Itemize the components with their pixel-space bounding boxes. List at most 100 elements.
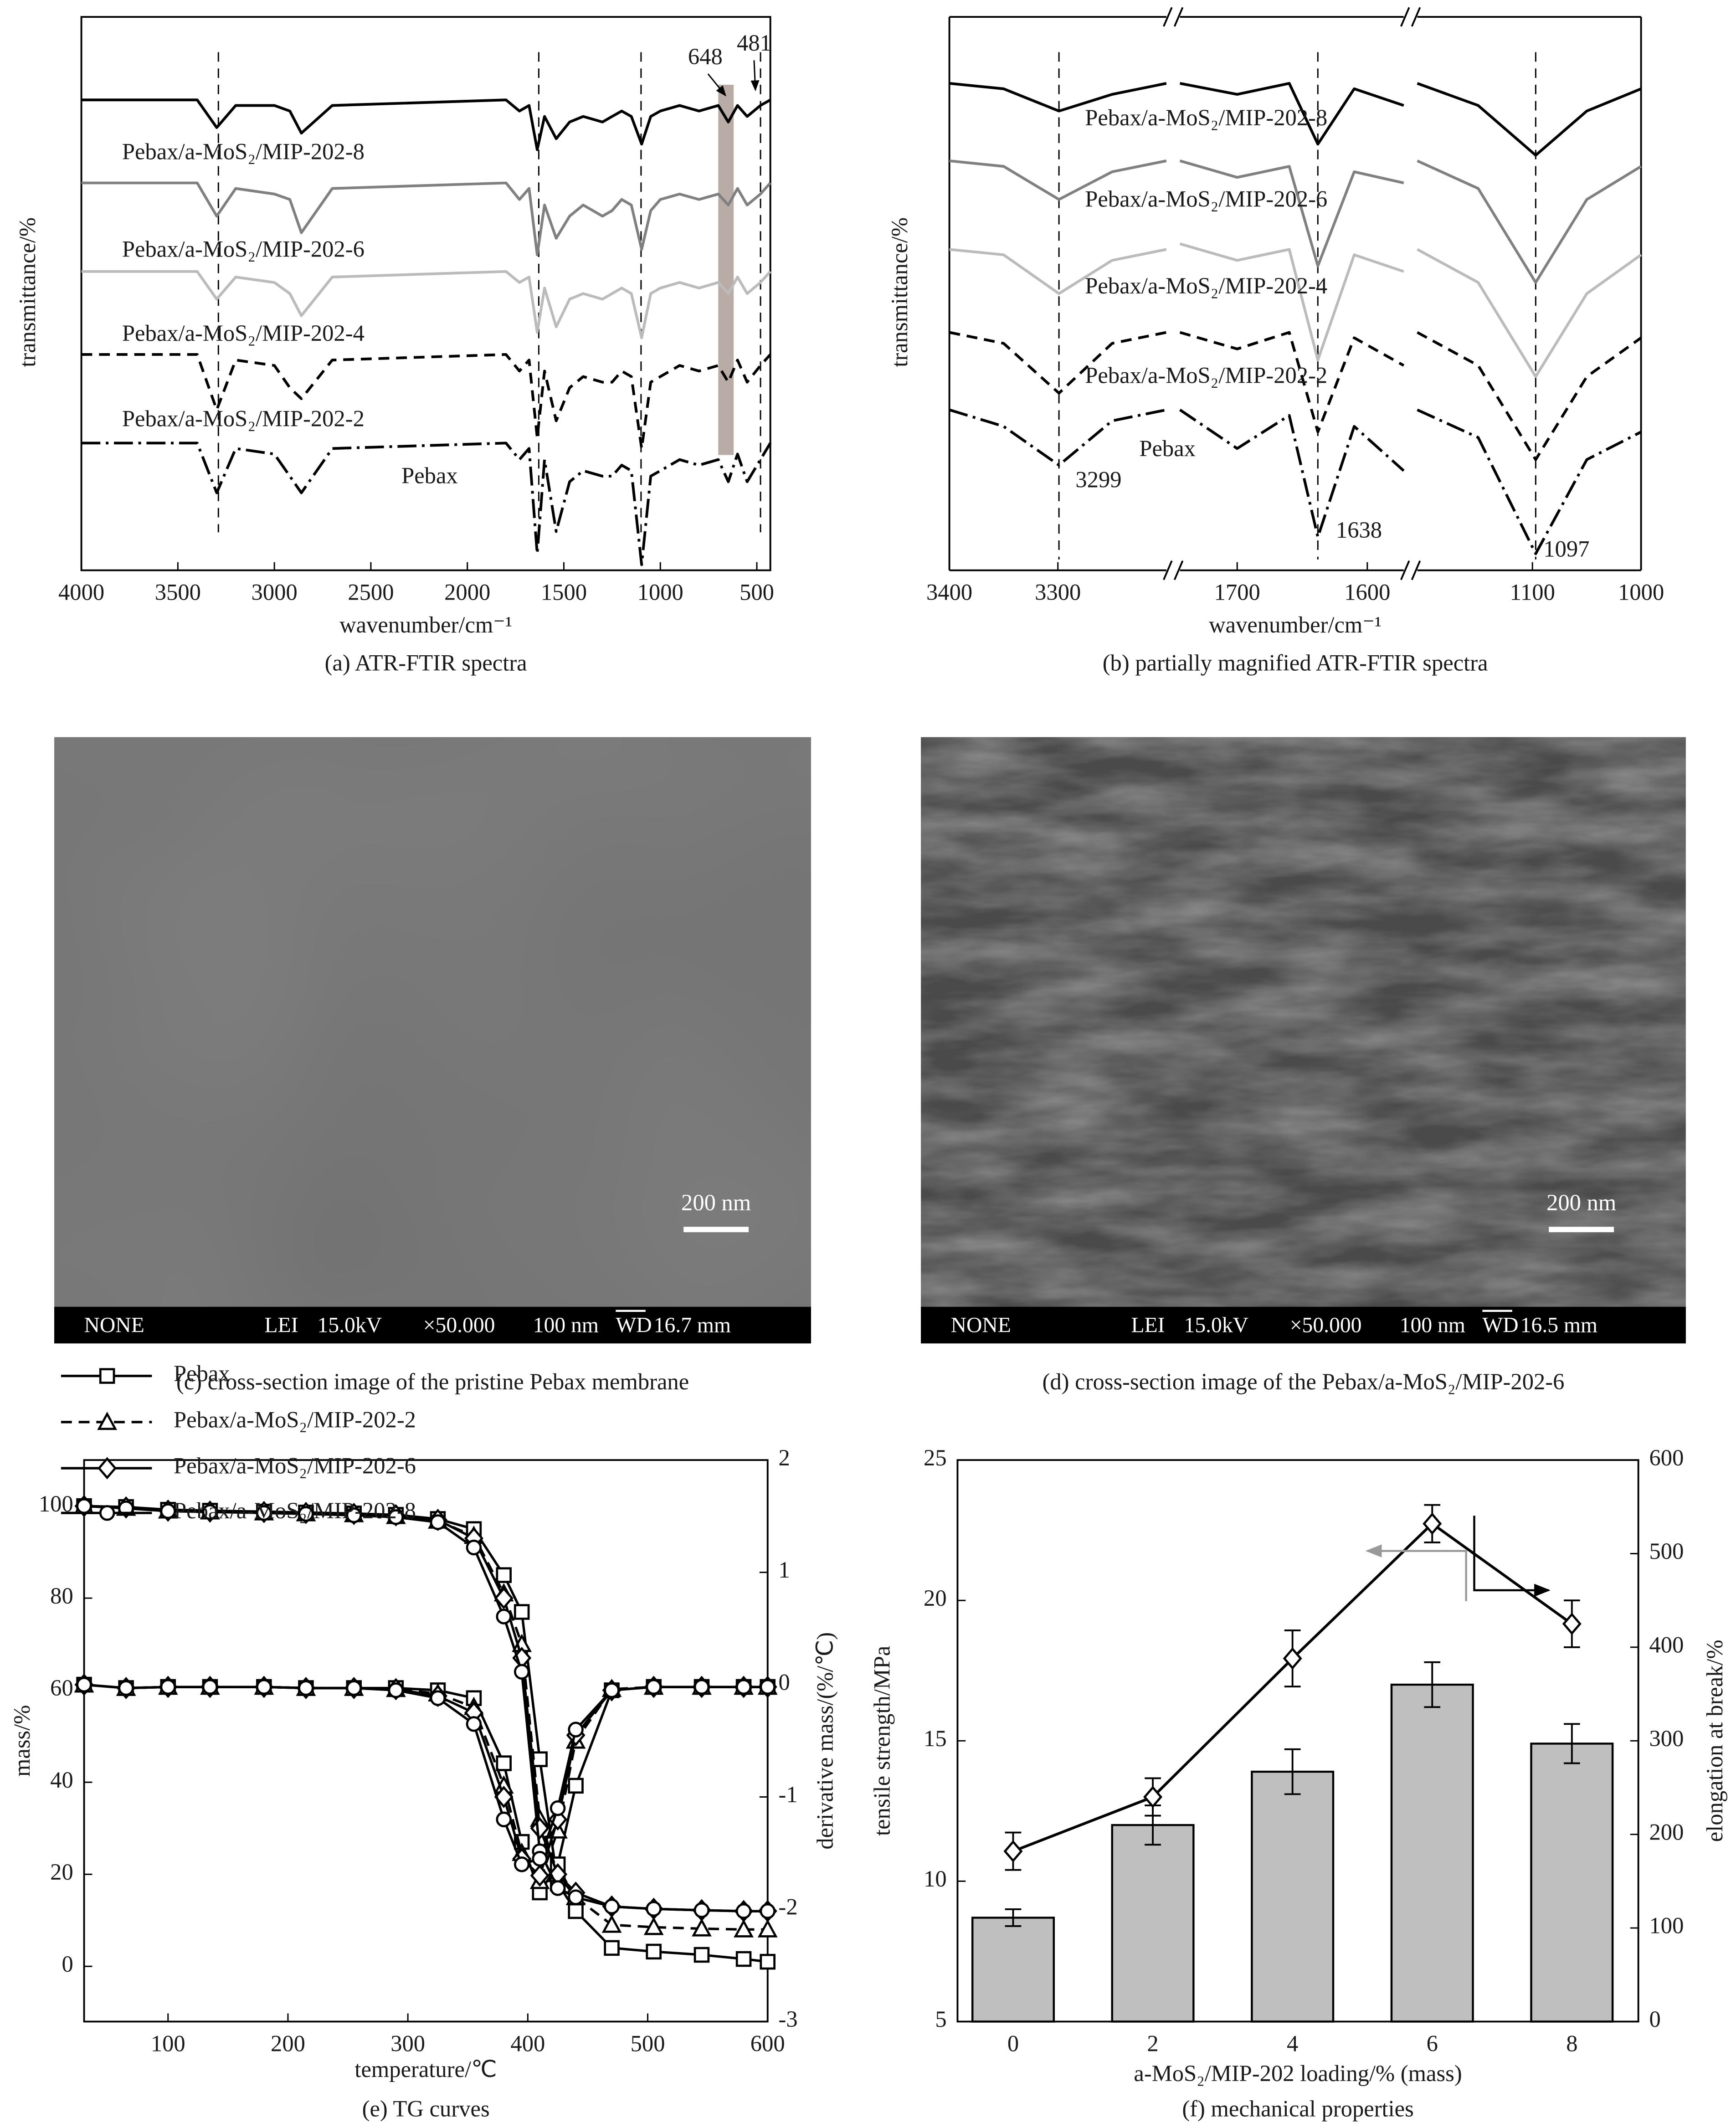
series-label: Pebax/a-MoS₂/MIP-202-8 xyxy=(122,139,365,164)
sem-texture xyxy=(921,737,1686,1307)
y-tick-label: 60 xyxy=(50,1675,73,1701)
series-label: Pebax xyxy=(1139,436,1196,461)
marker-square xyxy=(760,1953,776,1970)
spectrum-line xyxy=(81,442,772,566)
axis-break xyxy=(1400,7,1421,27)
series-label: Pebax/a-MoS₂/MIP-202-6 xyxy=(1085,186,1327,212)
x-tick-label: 3300 xyxy=(1035,580,1081,605)
marker-circle xyxy=(646,1679,662,1695)
marker-circle xyxy=(568,1889,584,1905)
marker-circle xyxy=(256,1505,272,1521)
axis-arrow xyxy=(1473,1516,1551,1597)
info-text: 100 nm xyxy=(1400,1313,1465,1337)
x-tick-label: 8 xyxy=(1566,2031,1577,2056)
marker-circle xyxy=(466,1539,482,1556)
series-label: Pebax/a-MoS₂/MIP-202-2 xyxy=(1085,362,1327,388)
x-tick-label: 1700 xyxy=(1214,580,1260,605)
marker-diamond xyxy=(1283,1647,1302,1670)
marker-circle xyxy=(568,1722,584,1737)
y2-axis-label: elongation at break/% xyxy=(1702,1640,1727,1842)
y2-tick-label: 500 xyxy=(1649,1538,1684,1564)
series-label: Pebax/a-MoS₂/MIP-202-4 xyxy=(1085,273,1327,298)
x-tick-label: 200 xyxy=(271,2031,305,2056)
marker-circle xyxy=(514,1856,530,1872)
marker-square xyxy=(604,1940,620,1956)
y-tick-label: 20 xyxy=(50,1859,73,1885)
x-axis-label: a-MoS₂/MIP-202 loading/% (mass) xyxy=(1134,2061,1462,2086)
marker-triangle xyxy=(692,1918,712,1937)
marker-triangle xyxy=(643,1917,664,1935)
y-tick-label: 10 xyxy=(924,1866,947,1892)
marker-circle xyxy=(202,1679,218,1695)
info-text: WD xyxy=(616,1313,652,1337)
spectrum-line xyxy=(81,98,771,151)
mass-line xyxy=(84,1505,768,1931)
y-tick-label: 80 xyxy=(50,1583,73,1609)
marker-circle xyxy=(346,1680,362,1696)
y-tick-label: 5 xyxy=(935,2006,946,2032)
y-axis-label: mass/% xyxy=(9,1705,35,1777)
marker-circle xyxy=(298,1680,314,1696)
x-tick-label: 300 xyxy=(390,2031,425,2056)
marker-circle xyxy=(256,1679,272,1695)
legend-marker xyxy=(99,1505,115,1521)
marker-circle xyxy=(388,1509,404,1525)
marker-square xyxy=(693,1947,710,1963)
marker-circle xyxy=(298,1506,314,1522)
bar xyxy=(1530,1742,1614,2023)
marker-diamond xyxy=(1003,1840,1023,1863)
plot-frame xyxy=(80,16,771,571)
y2-tick-label: 600 xyxy=(1649,1445,1684,1470)
spectrum-line xyxy=(949,159,1642,284)
y2-tick-label: 2 xyxy=(779,1445,790,1470)
marker-diamond xyxy=(1423,1512,1442,1535)
y2-tick-label: -1 xyxy=(779,1782,798,1807)
highlight-band xyxy=(718,84,734,455)
scale-bar-label: 200 nm xyxy=(1546,1190,1616,1215)
axis-break xyxy=(1400,560,1421,581)
legend-marker xyxy=(99,1368,115,1384)
info-text: 100 nm xyxy=(533,1313,599,1337)
error-bar xyxy=(1563,1723,1580,1764)
info-text: 15.0kV xyxy=(1184,1313,1249,1337)
axis-arrow xyxy=(1365,1544,1467,1601)
annotation: 1638 xyxy=(1336,517,1382,543)
x-axis-label: wavenumber/cm⁻¹ xyxy=(1209,612,1382,637)
axis-break xyxy=(1163,7,1184,27)
series-label: Pebax xyxy=(401,463,458,488)
marker-circle xyxy=(693,1679,710,1695)
marker-circle xyxy=(430,1690,446,1706)
sem-texture xyxy=(54,737,811,1307)
x-tick-label: 1600 xyxy=(1344,580,1390,605)
marker-circle xyxy=(693,1902,710,1918)
y2-tick-label: 0 xyxy=(1649,2006,1661,2032)
info-text: LEI xyxy=(264,1313,298,1337)
y-tick-label: 0 xyxy=(62,1951,73,1977)
info-text: 16.7 mm xyxy=(654,1313,731,1337)
x-tick-label: 500 xyxy=(631,2031,665,2056)
axis-break xyxy=(1163,560,1184,581)
marker-diamond xyxy=(530,1864,550,1887)
series-label: Pebax/a-MoS₂/MIP-202-2 xyxy=(122,406,365,432)
x-tick-label: 4000 xyxy=(58,580,104,605)
marker-circle xyxy=(760,1903,776,1919)
caption: (c) cross-section image of the pristine … xyxy=(176,1369,689,1394)
x-tick-label: 3000 xyxy=(252,580,298,605)
marker-diamond xyxy=(530,1817,550,1840)
marker-circle xyxy=(550,1880,566,1896)
spectrum-line xyxy=(81,270,771,339)
x-axis-label: temperature/℃ xyxy=(354,2056,497,2082)
y2-tick-label: -2 xyxy=(779,1894,798,1920)
info-text: LEI xyxy=(1131,1313,1165,1337)
marker-circle xyxy=(466,1716,482,1732)
y2-tick-label: 0 xyxy=(779,1670,790,1695)
info-text: 16.5 mm xyxy=(1520,1313,1597,1337)
y2-tick-label: -3 xyxy=(779,2006,798,2032)
marker-diamond xyxy=(494,1587,514,1609)
y-axis-label: transmittance/% xyxy=(15,217,40,367)
marker-circle xyxy=(646,1901,662,1917)
info-bar xyxy=(54,1306,811,1344)
y2-tick-label: 300 xyxy=(1649,1726,1684,1751)
annotation-arrow xyxy=(750,60,760,92)
marker-square xyxy=(496,1567,512,1583)
